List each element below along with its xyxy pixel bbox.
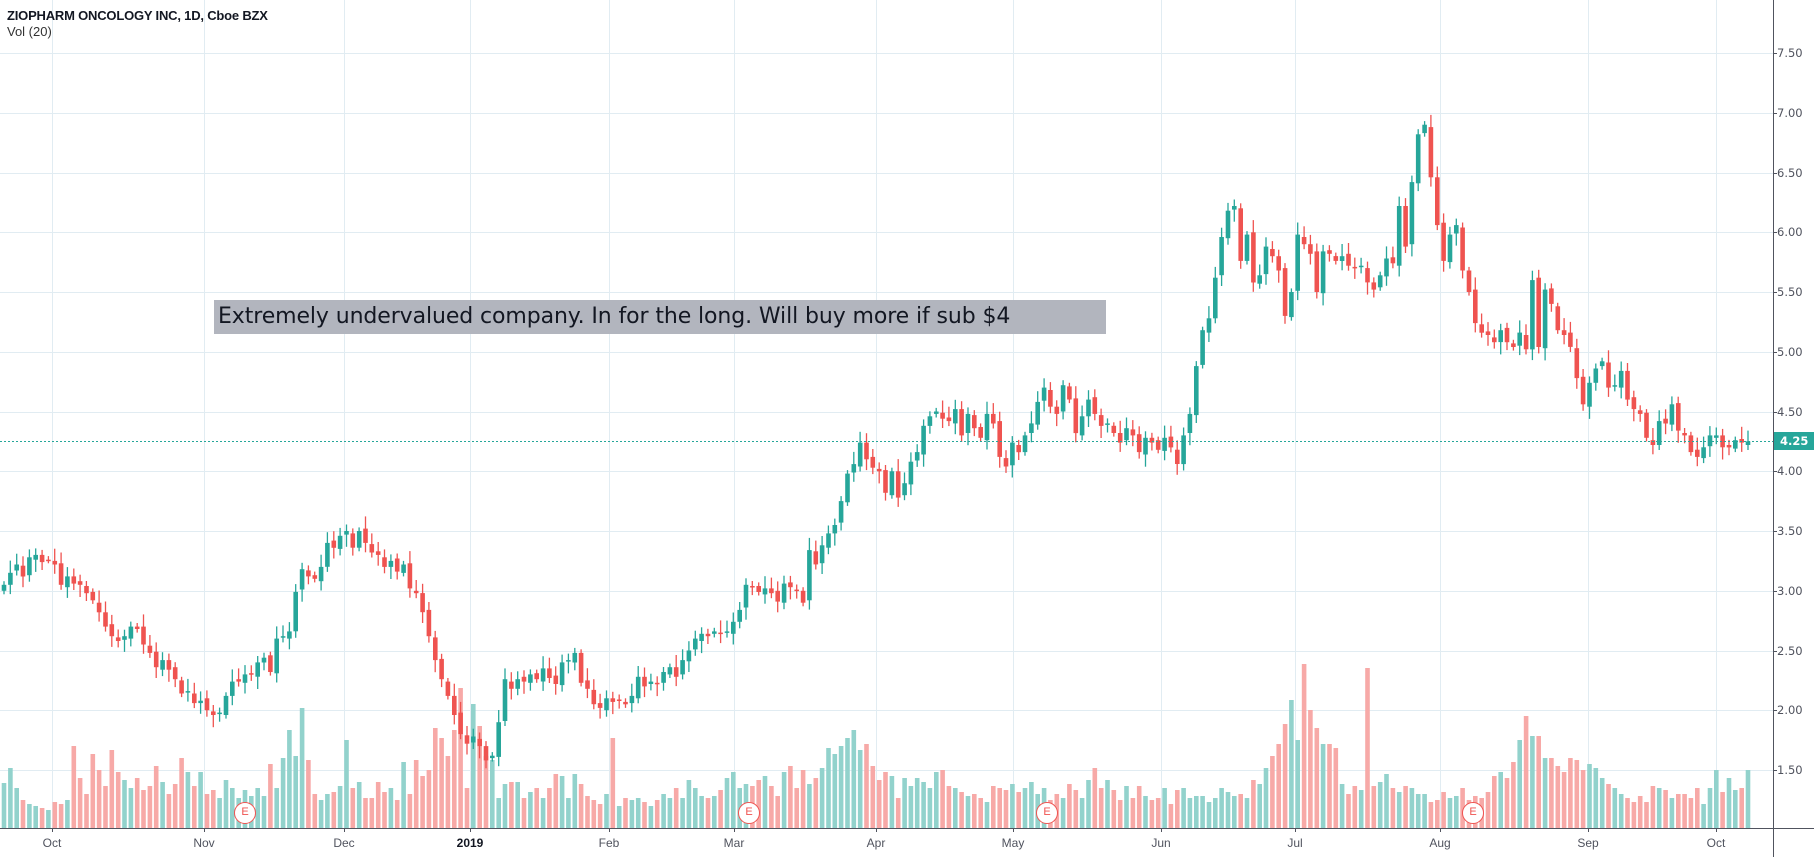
earnings-icon[interactable]: E	[1036, 802, 1058, 824]
earnings-icon[interactable]: E	[738, 802, 760, 824]
price-tick-label: 3.50	[1777, 524, 1803, 538]
time-tick-label: Jun	[1151, 836, 1171, 850]
price-tick-label: 2.50	[1777, 644, 1803, 658]
time-tick-label: Apr	[866, 836, 886, 850]
time-tick-label: Oct	[42, 836, 62, 850]
price-tick-label: 1.50	[1777, 763, 1803, 777]
time-tick-label: Aug	[1429, 836, 1451, 850]
price-tick-label: 7.00	[1777, 106, 1803, 120]
price-tick-label: 5.00	[1777, 345, 1803, 359]
chart-legend: ZIOPHARM ONCOLOGY INC, 1D, Cboe BZX Vol …	[7, 8, 268, 39]
time-tick-label: Oct	[1706, 836, 1726, 850]
earnings-icon[interactable]: E	[1462, 802, 1484, 824]
price-tick-label: 2.00	[1777, 703, 1803, 717]
time-tick-label: Feb	[598, 836, 620, 850]
price-tick-label: 6.00	[1777, 225, 1803, 239]
time-tick-label: May	[1001, 836, 1025, 850]
price-tick-label: 4.50	[1777, 405, 1803, 419]
time-tick-label: Dec	[333, 836, 355, 850]
last-price-badge: 4.25	[1774, 432, 1814, 450]
time-tick-label: Jul	[1287, 836, 1303, 850]
time-tick-label: 2019	[456, 836, 484, 850]
symbol-title: ZIOPHARM ONCOLOGY INC, 1D, Cboe BZX	[7, 8, 268, 23]
time-tick-label: Nov	[193, 836, 215, 850]
volume-indicator-label: Vol (20)	[7, 24, 52, 39]
price-tick-label: 6.50	[1777, 166, 1803, 180]
price-tick-label: 4.00	[1777, 464, 1803, 478]
price-tick-label: 5.50	[1777, 285, 1803, 299]
earnings-icon[interactable]: E	[234, 802, 256, 824]
price-tick-label: 7.50	[1777, 46, 1803, 60]
time-tick-label: Mar	[723, 836, 745, 850]
text-annotation[interactable]: Extremely undervalued company. In for th…	[214, 300, 1106, 334]
time-tick-label: Sep	[1577, 836, 1599, 850]
price-tick-label: 3.00	[1777, 584, 1803, 598]
